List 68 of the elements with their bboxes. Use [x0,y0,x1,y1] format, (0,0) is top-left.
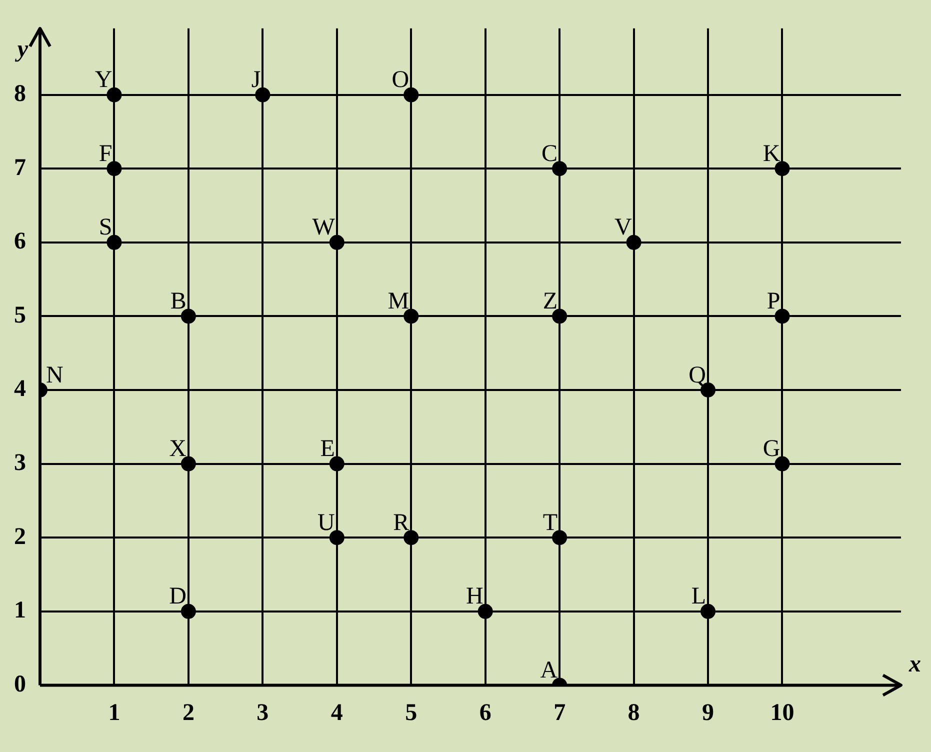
data-label: A [540,657,558,684]
point [180,604,196,619]
x-tick-label: 8 [628,700,640,726]
point [255,87,270,102]
data-label: D [169,584,186,610]
point [478,604,493,619]
y-tick-label: 7 [14,154,26,181]
data-label: L [691,584,706,610]
y-tick-label: 5 [14,302,26,328]
data-label: N [46,362,64,388]
x-axis-title: x [908,651,921,678]
x-tick-label: 10 [770,700,794,726]
data-label: P [766,288,780,315]
point [329,234,344,250]
y-tick-label: 3 [14,450,26,476]
point [329,530,344,546]
point [552,161,568,176]
data-label: R [393,510,410,536]
data-label: U [318,510,335,536]
data-label: S [98,214,112,241]
y-tick-label: 6 [14,228,26,255]
data-label: Z [542,288,558,315]
x-tick-label: 2 [182,700,194,726]
x-tick-label: 5 [405,700,418,726]
data-label: B [170,288,186,315]
point [404,530,419,546]
point [180,308,196,324]
point [404,308,419,324]
y-axis-title: y [14,36,28,63]
data-label: W [312,214,336,241]
point [552,308,568,324]
data-label: K [762,140,781,167]
x-tick-label: 1 [108,700,120,726]
point [774,308,790,324]
y-tick-label: 2 [14,524,26,550]
data-label: M [388,288,410,315]
point [106,161,122,176]
point [106,87,122,102]
point [329,456,344,472]
x-tick-label: 3 [256,700,269,726]
x-tick-label: 9 [702,700,714,726]
point [774,456,790,472]
x-tick-label: 4 [330,700,343,726]
data-label: H [466,584,484,610]
y-tick-label: 1 [14,598,26,624]
point [552,530,568,546]
point [626,234,642,250]
data-label: O [392,67,410,94]
y-tick-label: 0 [14,671,26,698]
point [180,456,196,472]
data-label: F [98,140,112,167]
point [774,161,790,176]
data-label: T [542,510,558,536]
x-tick-label: 7 [554,700,566,726]
point [106,234,122,250]
data-label: Y [94,67,112,94]
data-label: Q [688,362,706,388]
point [404,87,419,102]
data-label: C [542,140,558,167]
data-label: X [169,436,186,462]
data-label: E [320,436,335,462]
x-tick-label: 6 [479,700,492,726]
data-label: G [762,436,780,462]
point [700,604,716,619]
data-label: V [614,214,632,241]
y-tick-label: 8 [14,81,26,108]
y-tick-label: 4 [14,376,26,402]
data-label: J [251,67,261,94]
